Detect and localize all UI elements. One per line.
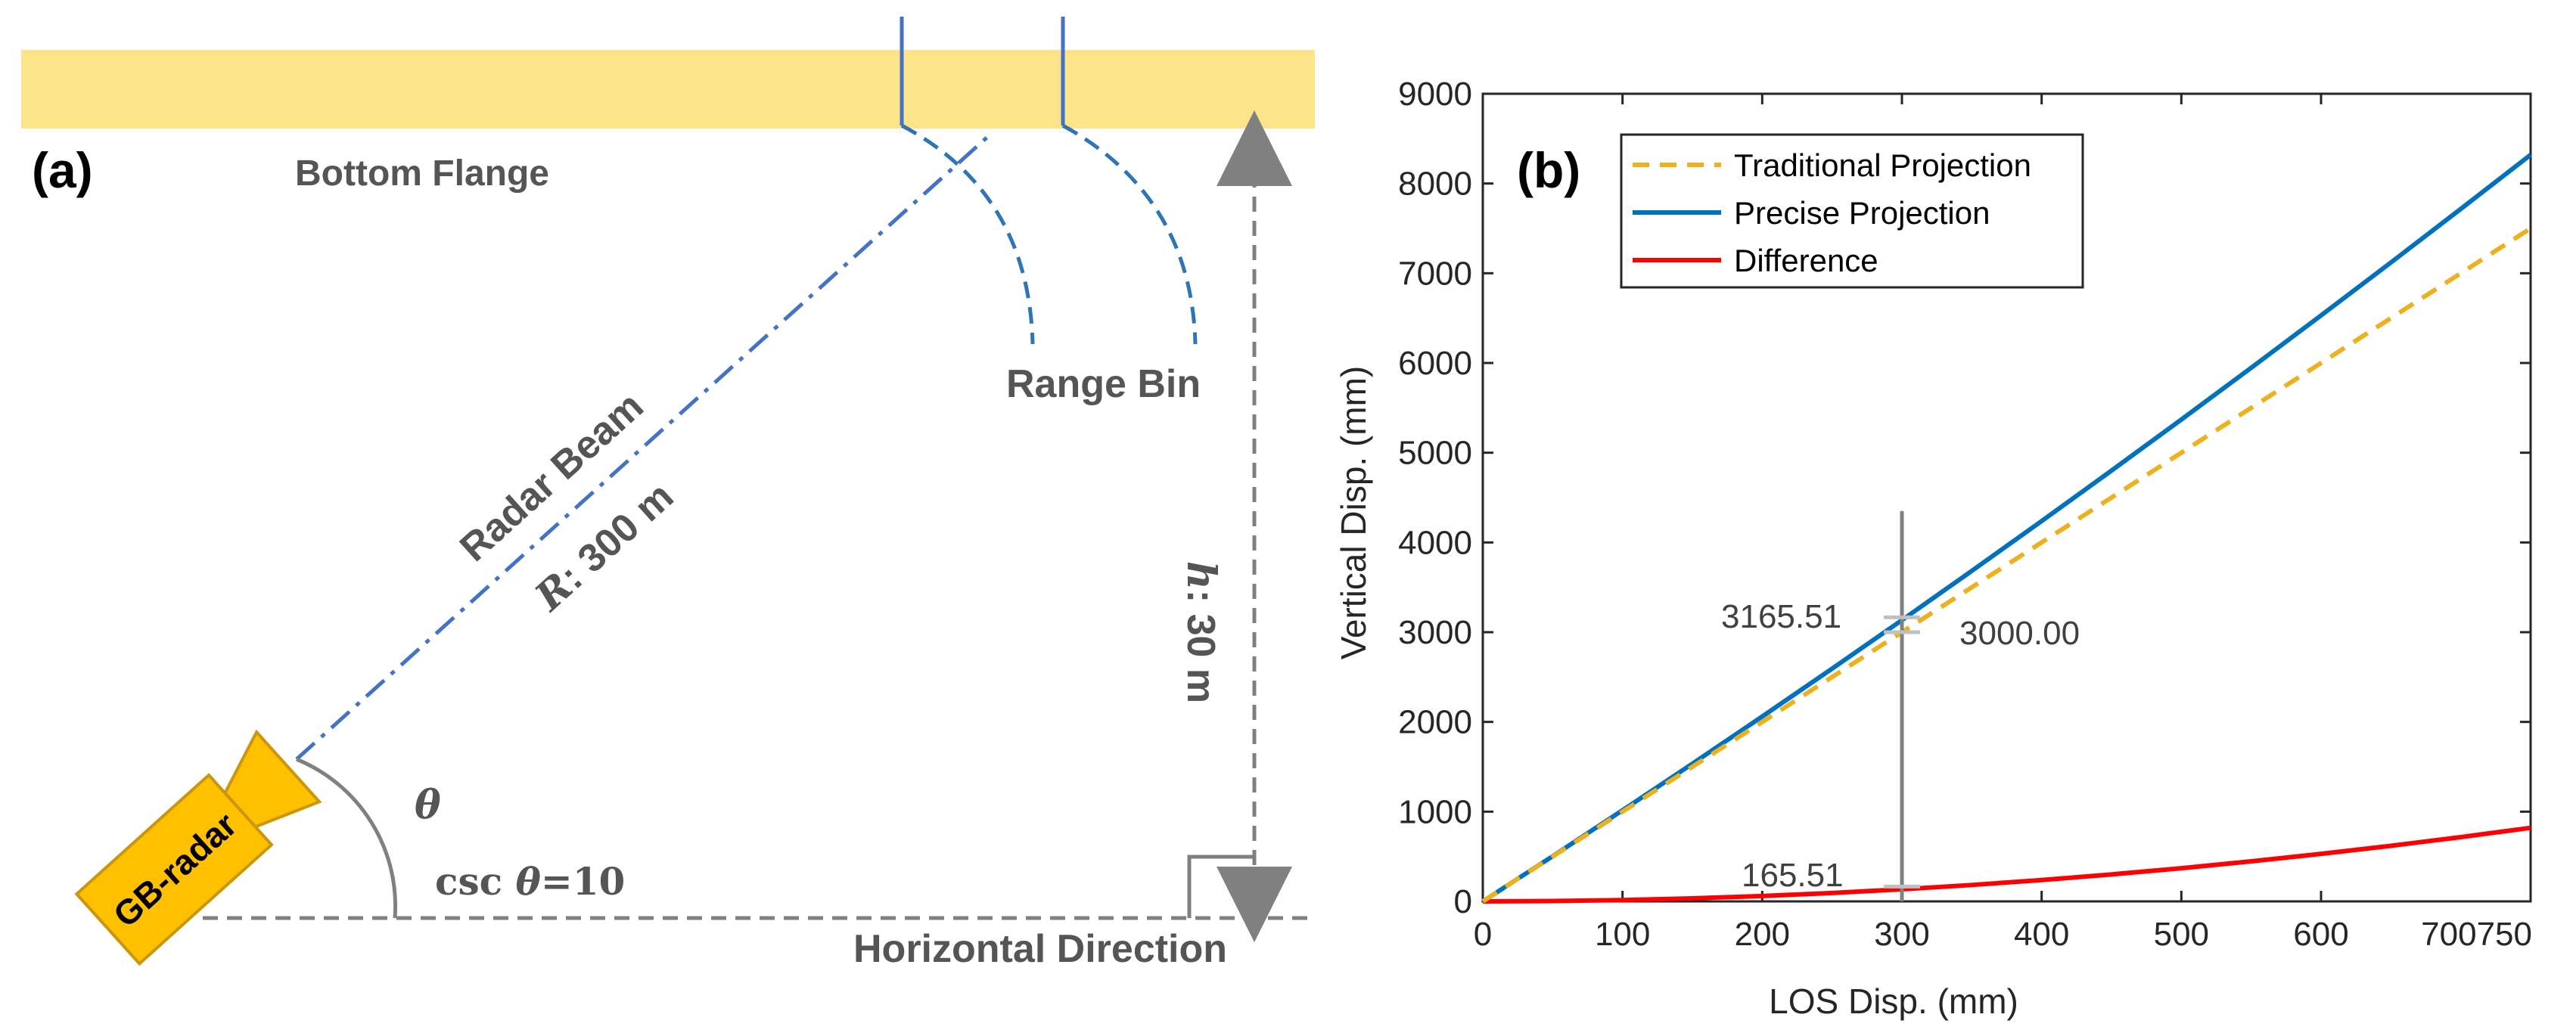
x-axis: 0 100 200 300 400 500 600 700750 — [1474, 94, 2532, 953]
height-annotation: h: 30 m — [1178, 561, 1224, 703]
y-tick-label: 1000 — [1398, 793, 1472, 830]
legend: Traditional Projection Precise Projection… — [1620, 133, 2084, 289]
y-tick-label: 9000 — [1398, 76, 1472, 113]
plot-markers — [1884, 510, 1920, 901]
bottom-flange-bar — [21, 50, 1315, 129]
panel-b: 0 1000 2000 3000 4000 5000 6000 7000 8000 9000 0 1… — [1334, 76, 2532, 1021]
height-value: : 30 m — [1179, 590, 1223, 703]
y-tick-label: 0 — [1454, 883, 1472, 920]
csc-value: =10 — [541, 859, 625, 904]
panel-a-label: (a) — [32, 142, 93, 198]
y-axis-title: Vertical Disp. (mm) — [1334, 366, 1373, 659]
horizontal-direction-label: Horizontal Direction — [853, 927, 1227, 971]
y-tick-label: 4000 — [1398, 524, 1472, 561]
x-tick-label: 500 — [2154, 916, 2209, 953]
y-axis: 0 1000 2000 3000 4000 5000 6000 7000 8000 9000 — [1398, 76, 2531, 920]
gb-radar-device: GB-radar — [74, 729, 322, 966]
x-tick-label: 200 — [1735, 916, 1790, 953]
plot-series — [1481, 153, 2532, 904]
y-tick-label: 7000 — [1398, 255, 1472, 292]
height-symbol: h — [1178, 561, 1224, 590]
right-angle-marker — [1187, 855, 1254, 918]
annotation-traditional-value: 3000.00 — [1959, 615, 2080, 652]
series-line-traditional-projection — [1481, 226, 2532, 904]
range-bin-arc-outer — [1061, 123, 1198, 345]
csc-theta: θ — [515, 859, 541, 904]
bottom-flange-label: Bottom Flange — [295, 154, 549, 194]
range-value: : 300 m — [552, 474, 682, 597]
y-tick-label: 8000 — [1398, 166, 1472, 203]
x-tick-label: 0 — [1474, 916, 1492, 953]
y-tick-label: 6000 — [1398, 345, 1472, 382]
panel-b-label: (b) — [1517, 142, 1580, 198]
annotation-precise-value: 3165.51 — [1721, 598, 1841, 635]
panel-a: Bottom Flange (a) Range Bin Radar Beam R… — [21, 17, 1315, 971]
csc-prefix: csc — [435, 859, 515, 904]
x-axis-title: LOS Disp. (mm) — [1769, 982, 2018, 1021]
radar-beam-line — [295, 131, 994, 761]
x-tick-label: 600 — [2293, 916, 2348, 953]
x-tick-label: 700750 — [2421, 916, 2532, 953]
x-tick-label: 300 — [1874, 916, 1929, 953]
range-bin-arc-inner — [900, 123, 1035, 345]
legend-entry-label: Precise Projection — [1734, 195, 1990, 231]
csc-annotation: csc θ=10 — [435, 859, 625, 904]
series-line-difference — [1482, 825, 2531, 904]
legend-entry-label: Traditional Projection — [1734, 147, 2031, 183]
y-tick-label: 5000 — [1398, 435, 1472, 472]
x-tick-label: 400 — [2014, 916, 2069, 953]
series-line-precise-projection — [1481, 153, 2532, 904]
theta-arc — [296, 757, 398, 919]
x-tick-label: 100 — [1595, 916, 1650, 953]
y-tick-label: 3000 — [1398, 614, 1472, 651]
y-tick-label: 2000 — [1398, 704, 1472, 741]
annotation-difference-value: 165.51 — [1742, 857, 1844, 894]
theta-label: θ — [415, 782, 441, 828]
radar-body-icon — [74, 773, 274, 966]
range-bin-label: Range Bin — [1006, 362, 1201, 406]
legend-entry-label: Difference — [1734, 243, 1878, 278]
